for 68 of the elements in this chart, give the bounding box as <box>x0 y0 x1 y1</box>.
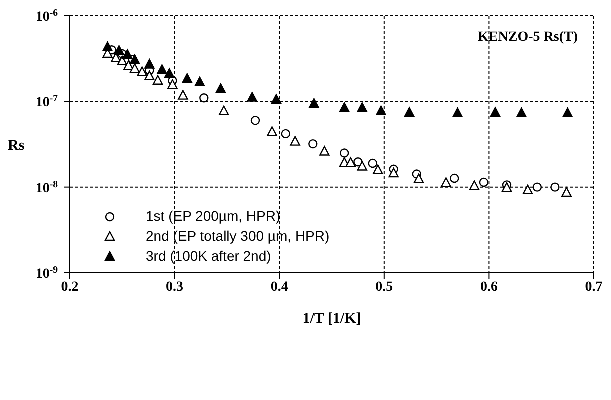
point <box>502 182 512 192</box>
point <box>308 139 318 149</box>
legend-label: 3rd (100K after 2nd) <box>146 247 272 266</box>
point <box>130 63 140 74</box>
point <box>339 102 350 112</box>
x-tick-label: 0.4 <box>270 280 288 295</box>
x-tick-label: 0.7 <box>585 280 603 295</box>
point <box>290 136 300 146</box>
point <box>178 90 188 100</box>
point <box>562 187 572 198</box>
x-axis-title: 1/T [1/K] <box>302 311 362 327</box>
y-tick-label: 10$^{-8}$ <box>36 178 58 196</box>
point <box>267 126 278 136</box>
point <box>516 108 527 118</box>
annotation: KENZO-5 Rs(T) <box>478 30 578 46</box>
point <box>368 158 378 168</box>
point <box>157 64 168 74</box>
point <box>550 182 560 192</box>
y-tick-label: 10$^{-6}$ <box>36 8 58 25</box>
point <box>376 106 386 116</box>
point <box>168 80 178 90</box>
x-tick-label: 0.2 <box>61 280 79 295</box>
point <box>281 129 290 139</box>
point <box>122 49 133 60</box>
point <box>320 146 330 156</box>
point <box>117 56 128 66</box>
point <box>450 174 460 184</box>
legend-label: 1st (EP 200µm, HPR) <box>146 207 281 226</box>
point <box>250 116 260 126</box>
x-tick-label: 0.3 <box>166 280 184 295</box>
point <box>130 54 140 64</box>
point <box>357 102 368 112</box>
point <box>164 68 175 78</box>
point <box>309 98 320 108</box>
legend-label: 2nd (EP totally 300 µm, HPR) <box>146 227 330 246</box>
point <box>340 148 350 158</box>
point <box>532 182 542 192</box>
y-tick-label: 10$^{-9}$ <box>36 264 58 282</box>
point <box>414 174 424 184</box>
point <box>388 168 399 178</box>
point <box>441 178 452 188</box>
point <box>137 66 148 76</box>
point <box>346 157 356 168</box>
point <box>114 45 124 56</box>
point <box>200 94 209 103</box>
point <box>144 70 155 81</box>
y-tick-label: 10$^{-7}$ <box>36 93 58 111</box>
point <box>469 180 480 190</box>
point <box>522 184 534 195</box>
point <box>562 108 573 118</box>
point <box>357 161 368 171</box>
x-tick-label: 0.5 <box>376 280 394 295</box>
point <box>479 178 489 188</box>
point <box>452 108 463 118</box>
point <box>194 76 206 86</box>
point <box>218 106 230 116</box>
y-axis-title: Rs <box>8 138 25 154</box>
point <box>182 73 192 84</box>
point <box>102 42 113 52</box>
point <box>152 75 164 85</box>
point <box>216 84 226 94</box>
point <box>247 92 258 102</box>
x-tick-label: 0.6 <box>480 280 498 295</box>
point <box>373 164 384 174</box>
point <box>144 59 155 69</box>
point <box>490 107 501 117</box>
point <box>404 107 415 117</box>
point <box>271 94 282 104</box>
